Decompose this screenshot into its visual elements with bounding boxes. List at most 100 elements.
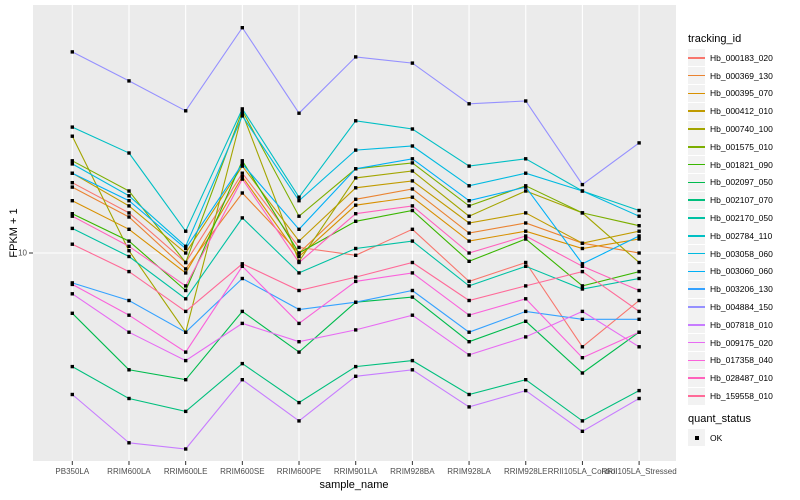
data-point — [580, 419, 585, 423]
data-point — [467, 221, 471, 225]
data-point — [354, 55, 358, 59]
data-point — [127, 199, 131, 203]
series-color-line-icon — [688, 306, 705, 308]
data-point — [240, 114, 244, 118]
data-point — [184, 244, 188, 248]
data-point — [410, 179, 415, 183]
data-point — [524, 157, 528, 161]
data-point — [637, 251, 641, 255]
data-point — [127, 313, 131, 317]
data-point — [70, 226, 74, 231]
legend-item-label: Hb_000740_100 — [710, 124, 773, 135]
panel-background — [33, 5, 676, 461]
x-tick-label: RRIM928BA — [390, 467, 435, 476]
series-color-line-icon — [688, 217, 705, 219]
data-point — [410, 127, 415, 131]
x-tick-label: RRII105LA_Stressed — [601, 467, 677, 476]
data-point — [410, 144, 415, 148]
legend-key-swatch — [688, 316, 705, 334]
data-point — [467, 392, 471, 397]
data-point — [354, 212, 358, 216]
data-point — [467, 164, 471, 168]
data-point — [637, 208, 641, 213]
data-point — [184, 288, 188, 293]
data-point — [467, 405, 471, 409]
legend-item-Hb_009175_020: Hb_009175_020 — [688, 334, 773, 352]
data-point — [240, 177, 244, 181]
legend-item-label: Hb_000412_010 — [710, 106, 773, 117]
ok-point-icon — [688, 429, 705, 447]
data-point — [467, 313, 471, 317]
legend-key-swatch — [688, 173, 705, 191]
data-point — [467, 353, 471, 357]
data-point — [354, 300, 358, 304]
data-point — [524, 319, 528, 323]
data-point — [127, 239, 131, 243]
data-point — [467, 204, 471, 208]
data-point — [637, 309, 641, 314]
data-point — [467, 340, 471, 344]
data-point — [297, 307, 301, 312]
data-point — [127, 396, 131, 401]
data-point — [240, 109, 244, 113]
data-point — [354, 364, 358, 369]
data-point — [410, 239, 415, 243]
legend-series-list: Hb_000183_020 Hb_000369_130 Hb_000395_070 H… — [688, 49, 773, 405]
data-point — [297, 227, 301, 231]
data-point — [524, 388, 528, 393]
data-point — [524, 237, 528, 241]
data-point — [580, 262, 585, 266]
data-point — [240, 26, 244, 30]
data-point — [637, 288, 641, 293]
legend-item-Hb_003206_130: Hb_003206_130 — [688, 280, 773, 298]
data-point — [70, 364, 74, 369]
data-point — [524, 260, 528, 265]
legend-item-Hb_017358_040: Hb_017358_040 — [688, 351, 773, 370]
data-point — [297, 254, 301, 259]
data-point — [240, 164, 244, 168]
series-color-line-icon — [688, 359, 705, 362]
data-point — [580, 309, 585, 314]
x-tick-label: RRIM928LA — [447, 467, 491, 476]
legend-key-swatch — [688, 369, 705, 387]
data-point — [127, 194, 131, 198]
legend-key-swatch — [688, 245, 705, 263]
data-point — [70, 125, 74, 129]
data-point — [467, 259, 471, 263]
series-color-line-icon — [688, 252, 705, 255]
data-point — [354, 374, 358, 378]
data-point — [240, 162, 244, 166]
data-point — [297, 271, 301, 275]
data-point — [240, 378, 244, 382]
data-point — [637, 229, 641, 233]
data-point — [240, 175, 244, 179]
data-point — [354, 148, 358, 152]
data-point — [240, 264, 244, 268]
legend-item-label: Hb_003058_060 — [710, 248, 773, 259]
data-point — [637, 276, 641, 281]
legend-item-label: Hb_004884_150 — [710, 302, 773, 313]
data-point — [184, 271, 188, 275]
data-point — [240, 309, 244, 314]
legend-item-Hb_001575_010: Hb_001575_010 — [688, 138, 773, 156]
data-point — [184, 251, 188, 255]
x-tick-label: PB350LA — [55, 467, 90, 476]
legend-item-label: Hb_000369_130 — [710, 70, 773, 81]
data-point — [127, 368, 131, 372]
data-point — [524, 99, 528, 103]
data-point — [524, 284, 528, 288]
data-point — [240, 159, 244, 163]
data-point — [467, 214, 471, 218]
data-point — [240, 262, 244, 266]
data-point — [410, 260, 415, 265]
data-point — [127, 151, 131, 155]
data-point — [70, 311, 74, 315]
series-color-line-icon — [688, 128, 705, 130]
series-color-line-icon — [688, 235, 705, 237]
data-point — [524, 378, 528, 382]
legend-item-label: Hb_002784_110 — [710, 230, 773, 241]
data-point — [524, 264, 528, 268]
series-color-line-icon — [688, 288, 705, 291]
data-point — [467, 102, 471, 106]
data-point — [410, 271, 415, 275]
